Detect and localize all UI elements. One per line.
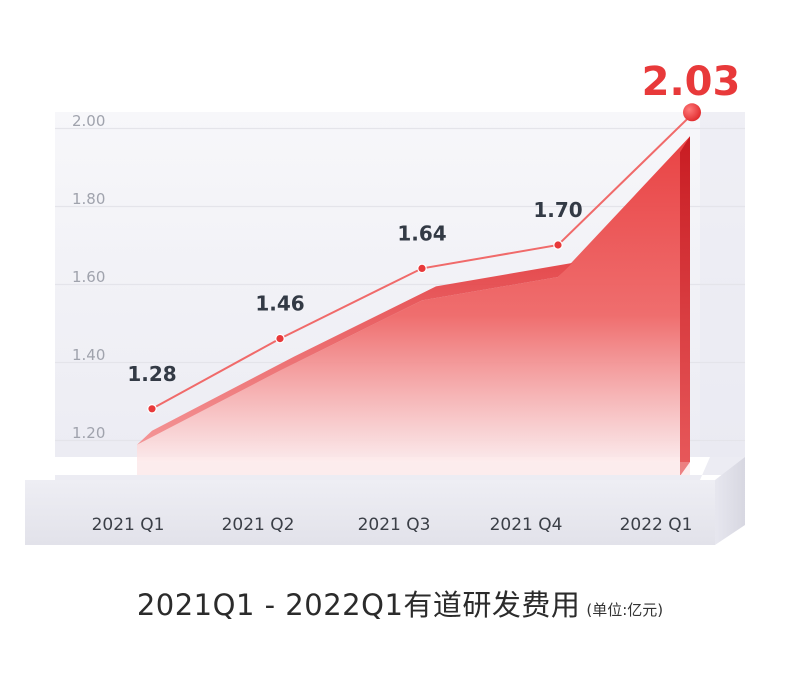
chart: 1.201.401.601.802.00 2021 Q1 2021 Q2 2021 … (25, 59, 745, 545)
data-label-highlight: 2.03 (642, 59, 741, 105)
y-tick-label: 2.00 (72, 112, 105, 130)
base-front (25, 480, 745, 545)
chart-caption: 2021Q1 - 2022Q1有道研发费用 (单位:亿元) (0, 582, 800, 624)
x-tick-label: 2021 Q1 (92, 515, 165, 535)
series-line-group (147, 103, 701, 414)
x-tick-label: 2021 Q4 (490, 515, 563, 535)
y-tick-label: 1.20 (72, 424, 105, 442)
x-tick-label: 2022 Q1 (620, 515, 693, 535)
data-point (417, 263, 427, 274)
y-tick-label: 1.40 (72, 346, 105, 364)
y-tick-labels: 1.20 1.40 1.60 1.80 2.00 (72, 112, 105, 442)
data-label: 1.70 (533, 198, 582, 222)
x-tick-labels: 2021 Q1 2021 Q2 2021 Q3 2021 Q4 2022 Q1 (92, 515, 693, 535)
data-label: 1.28 (127, 362, 176, 386)
y-tick-label: 1.80 (72, 190, 105, 208)
chart-title: 2021Q1 - 2022Q1有道研发费用 (136, 588, 581, 622)
data-label: 1.64 (397, 221, 446, 245)
area-front-face (137, 136, 690, 463)
data-point (147, 403, 157, 414)
base-top (55, 457, 745, 480)
data-point (275, 333, 285, 344)
area-top-face (137, 263, 572, 445)
base-side (715, 457, 745, 545)
area-side-face (680, 136, 690, 477)
x-tick-label: 2021 Q3 (358, 515, 431, 535)
x-tick-label: 2021 Q2 (222, 515, 295, 535)
unit-label: (单位:亿元) (586, 601, 664, 619)
data-point-highlight (683, 103, 701, 122)
data-labels: 1.28 1.46 1.64 1.70 2.03 (127, 59, 740, 386)
data-point (553, 240, 563, 250)
y-tick-label: 1.60 (72, 268, 105, 286)
data-label: 1.46 (255, 292, 304, 316)
